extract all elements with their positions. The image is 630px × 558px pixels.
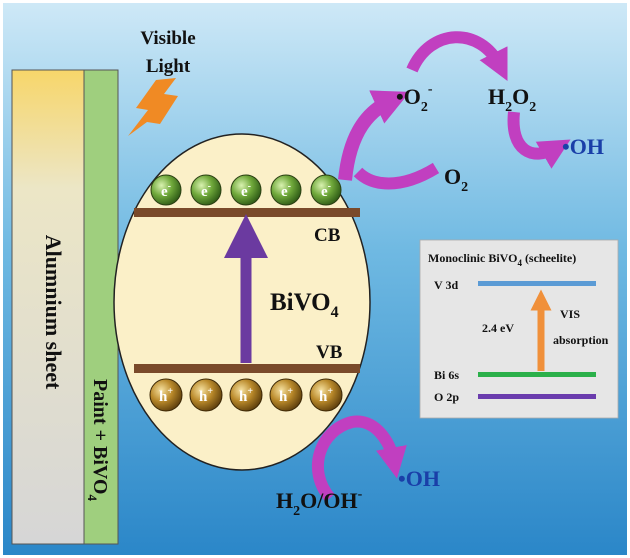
cb-label: CB xyxy=(314,225,341,246)
superoxide-to-h2o2-arrow xyxy=(406,31,508,82)
inset-title: Monoclinic BiVO4 (scheelite) xyxy=(428,251,576,268)
oxidation-arrow-vb xyxy=(311,415,407,502)
hole: h+ xyxy=(269,378,303,412)
electron: e- xyxy=(230,174,262,206)
inset-panel xyxy=(419,239,619,419)
electron-label: e- xyxy=(281,181,291,200)
gold-sphere-icon xyxy=(309,378,343,412)
o2p-label: O 2p xyxy=(434,390,459,404)
green-sphere-icon xyxy=(230,174,262,206)
o2p-level xyxy=(478,394,596,399)
h2o2-to-oh-arrow xyxy=(507,111,571,169)
hydroxyl-radical-top: •OH xyxy=(562,134,604,159)
alumnium-sheet xyxy=(11,69,97,545)
green-sphere-icon xyxy=(270,174,302,206)
lightning-bolt-icon xyxy=(128,78,178,136)
water-hydroxide-label: H2O/OH- xyxy=(276,487,363,519)
hole-label: h+ xyxy=(279,386,293,405)
hole-label: h+ xyxy=(239,386,253,405)
light-label: Light xyxy=(146,56,191,77)
gold-sphere-icon xyxy=(269,378,303,412)
gold-sphere-icon xyxy=(229,378,263,412)
electron-label: e- xyxy=(161,181,171,200)
superoxide-label: •O2- xyxy=(396,82,433,115)
hole: h+ xyxy=(309,378,343,412)
hole: h+ xyxy=(189,378,223,412)
electron: e- xyxy=(190,174,222,206)
electron-label: e- xyxy=(241,181,251,200)
hole: h+ xyxy=(229,378,263,412)
hole: h+ xyxy=(149,378,183,412)
reduction-arrow-cb-to-superoxide xyxy=(338,90,410,181)
green-sphere-icon xyxy=(310,174,342,206)
absorption-label: absorption xyxy=(553,333,609,347)
electron-label: e- xyxy=(201,181,211,200)
paint-bivo4-label-main: Paint + BiVO xyxy=(89,379,111,494)
oxygen-uptake-arrow xyxy=(353,162,440,190)
v3d-level xyxy=(478,281,596,286)
electron: e- xyxy=(270,174,302,206)
vb-label: VB xyxy=(316,342,343,363)
band-gap-label: 2.4 eV xyxy=(482,321,514,335)
bivo4-label-sub: 4 xyxy=(331,304,339,321)
alumnium-sheet-label: Alumnium sheet xyxy=(41,235,66,390)
visible-label: Visible xyxy=(140,28,195,49)
bivo4-label: BiVO4 xyxy=(270,289,339,321)
band-structure-inset: Monoclinic BiVO4 (scheelite) V 3d 2.4 eV… xyxy=(419,239,619,419)
hole-label: h+ xyxy=(159,386,173,405)
valence-band xyxy=(134,364,360,373)
v3d-label: V 3d xyxy=(434,278,458,292)
hydroxyl-radical-bottom: •OH xyxy=(398,466,440,491)
electron: e- xyxy=(310,174,342,206)
oxygen-label: O2 xyxy=(444,164,468,195)
conduction-band xyxy=(134,208,360,217)
green-sphere-icon xyxy=(150,174,182,206)
green-sphere-icon xyxy=(190,174,222,206)
bi6s-label: Bi 6s xyxy=(434,368,459,382)
bi6s-level xyxy=(478,372,596,377)
electron-label: e- xyxy=(321,181,331,200)
gold-sphere-icon xyxy=(189,378,223,412)
paint-bivo4-label: Paint + BiVO4 xyxy=(85,379,111,501)
hole-label: h+ xyxy=(319,386,333,405)
bivo4-label-main: BiVO xyxy=(270,289,331,316)
paint-bivo4-strip xyxy=(83,69,119,545)
paint-bivo4-label-sub: 4 xyxy=(85,494,100,501)
vis-label: VIS xyxy=(560,307,580,321)
h2o2-label: H2O2 xyxy=(488,84,536,115)
electron: e- xyxy=(150,174,182,206)
hole-label: h+ xyxy=(199,386,213,405)
gold-sphere-icon xyxy=(149,378,183,412)
